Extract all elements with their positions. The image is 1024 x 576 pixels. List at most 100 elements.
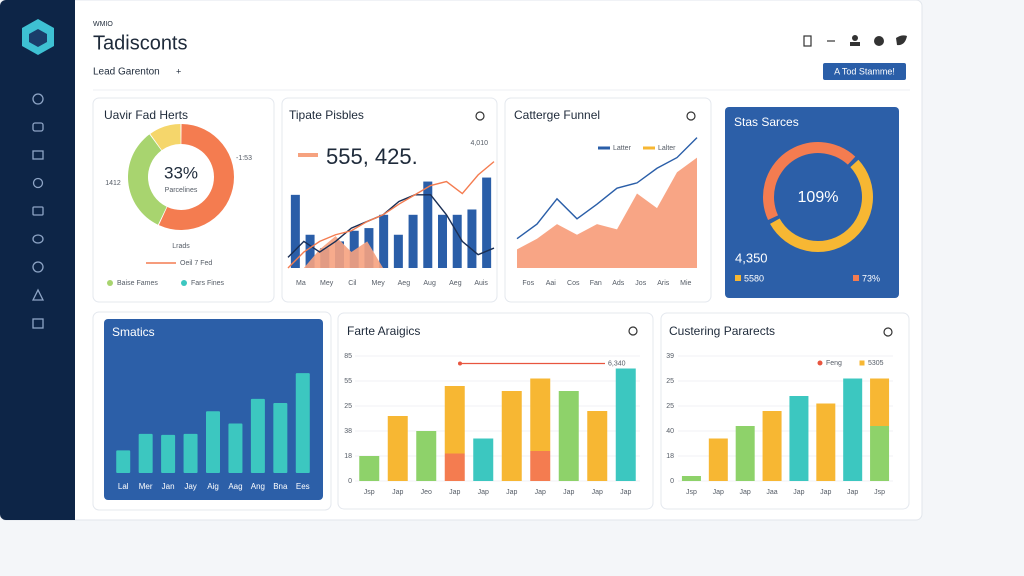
card-menu[interactable] xyxy=(883,327,893,337)
x-tick-label: Jap xyxy=(793,489,804,496)
bar xyxy=(379,214,389,268)
x-tick-label: Jap xyxy=(392,489,403,496)
card-title: Farte Araigics xyxy=(347,324,420,338)
toolbar-icon[interactable] xyxy=(874,36,884,46)
line xyxy=(287,161,495,269)
action-button-label[interactable]: A Tod Stamme! xyxy=(834,66,895,76)
toolbar-icon[interactable] xyxy=(896,35,907,46)
action-button[interactable] xyxy=(823,63,906,80)
nav-icon[interactable] xyxy=(32,234,44,244)
annotation: 1412 xyxy=(105,180,121,187)
footer: Lrads xyxy=(172,243,190,250)
x-tick-label: Aug xyxy=(423,280,436,287)
bar-segment xyxy=(444,386,465,454)
bar xyxy=(438,214,447,268)
card-title: Tipate Pisbles xyxy=(289,108,364,122)
x-tick-label: Jap xyxy=(620,489,631,496)
bar xyxy=(305,234,315,268)
bar xyxy=(183,433,198,473)
x-tick-label: Jsp xyxy=(686,489,697,496)
bar-segment xyxy=(473,438,494,481)
toolbar-icon[interactable] xyxy=(852,35,858,41)
bar xyxy=(482,177,492,268)
x-tick-label: Fos xyxy=(522,280,534,287)
bar-segment xyxy=(416,431,437,481)
bar xyxy=(250,398,265,473)
x-tick-label: Jap xyxy=(478,489,489,496)
legend-label: Latter xyxy=(613,145,632,152)
x-tick-label: Jap xyxy=(820,489,831,496)
x-tick-label: Jos xyxy=(635,280,646,287)
toolbar-icon[interactable] xyxy=(803,35,812,47)
bar-segment xyxy=(762,411,782,481)
x-tick-label: Jap xyxy=(740,489,751,496)
x-tick-label: Ees xyxy=(296,482,310,491)
x-tick-label: Aai xyxy=(546,280,557,287)
x-tick-label: Jap xyxy=(506,489,517,496)
x-tick-label: Bna xyxy=(273,482,288,491)
nav-icon[interactable] xyxy=(32,150,44,160)
nav-icon[interactable] xyxy=(32,122,44,132)
x-tick-label: Jap xyxy=(449,489,460,496)
bar-segment xyxy=(530,451,551,481)
nav-icon[interactable] xyxy=(32,93,44,105)
legend-label: Baise Fames xyxy=(117,280,158,287)
y-tick-label: 85 xyxy=(344,353,352,360)
nav-icon[interactable] xyxy=(32,318,44,329)
card-highlight xyxy=(725,107,899,298)
reference-label: 6,340 xyxy=(608,360,626,367)
bar xyxy=(273,402,288,473)
x-tick-label: Jeo xyxy=(421,489,432,496)
x-tick-label: Jsp xyxy=(364,489,375,496)
bar xyxy=(116,450,131,473)
bar xyxy=(161,434,176,473)
area xyxy=(517,157,697,268)
card-menu[interactable] xyxy=(686,111,696,121)
kpi-note: 4,010 xyxy=(470,140,488,147)
nav-icon[interactable] xyxy=(32,177,44,189)
ring-segment xyxy=(762,141,856,220)
bar-segment xyxy=(681,476,701,481)
overline: WMIO xyxy=(93,21,113,28)
ring-center-label: 109% xyxy=(798,189,839,206)
annotation: -1:53 xyxy=(236,155,252,162)
bar-segment xyxy=(558,391,579,481)
area xyxy=(288,236,494,268)
card-menu[interactable] xyxy=(628,326,638,336)
legend-label: Fars Fines xyxy=(191,280,225,287)
legend-label: 5305 xyxy=(868,360,884,367)
x-tick-label: Aag xyxy=(228,482,242,491)
sidebar xyxy=(0,0,75,520)
card-title: Custering Pararects xyxy=(669,324,775,338)
bar-segment xyxy=(870,426,890,481)
card-title: Stas Sarces xyxy=(734,115,799,129)
bar xyxy=(452,214,462,268)
line xyxy=(287,194,495,258)
ring-total: 4,350 xyxy=(735,250,768,265)
nav-icon[interactable] xyxy=(32,261,44,273)
donut-center-label: 33% xyxy=(164,163,198,182)
x-tick-label: Aris xyxy=(657,280,670,287)
x-tick-label: Mer xyxy=(139,482,153,491)
nav-icon[interactable] xyxy=(32,206,44,216)
bar xyxy=(295,373,310,473)
subtitle-action[interactable]: + xyxy=(176,66,181,76)
bar-segment xyxy=(587,411,608,481)
bar-segment xyxy=(816,403,836,481)
bar xyxy=(138,433,153,473)
bar-segment xyxy=(708,438,728,481)
x-tick-label: Ang xyxy=(251,482,265,491)
x-tick-label: Auis xyxy=(474,280,488,287)
nav-icon[interactable] xyxy=(31,288,45,301)
donut-segment xyxy=(150,124,181,151)
x-tick-label: Jsp xyxy=(874,489,885,496)
x-tick-label: Ads xyxy=(612,280,625,287)
x-tick-label: Jap xyxy=(535,489,546,496)
card-menu[interactable] xyxy=(475,111,485,121)
legend-swatch xyxy=(107,280,113,286)
legend-swatch xyxy=(859,360,865,366)
bar-segment xyxy=(843,378,863,481)
bar xyxy=(467,209,477,268)
